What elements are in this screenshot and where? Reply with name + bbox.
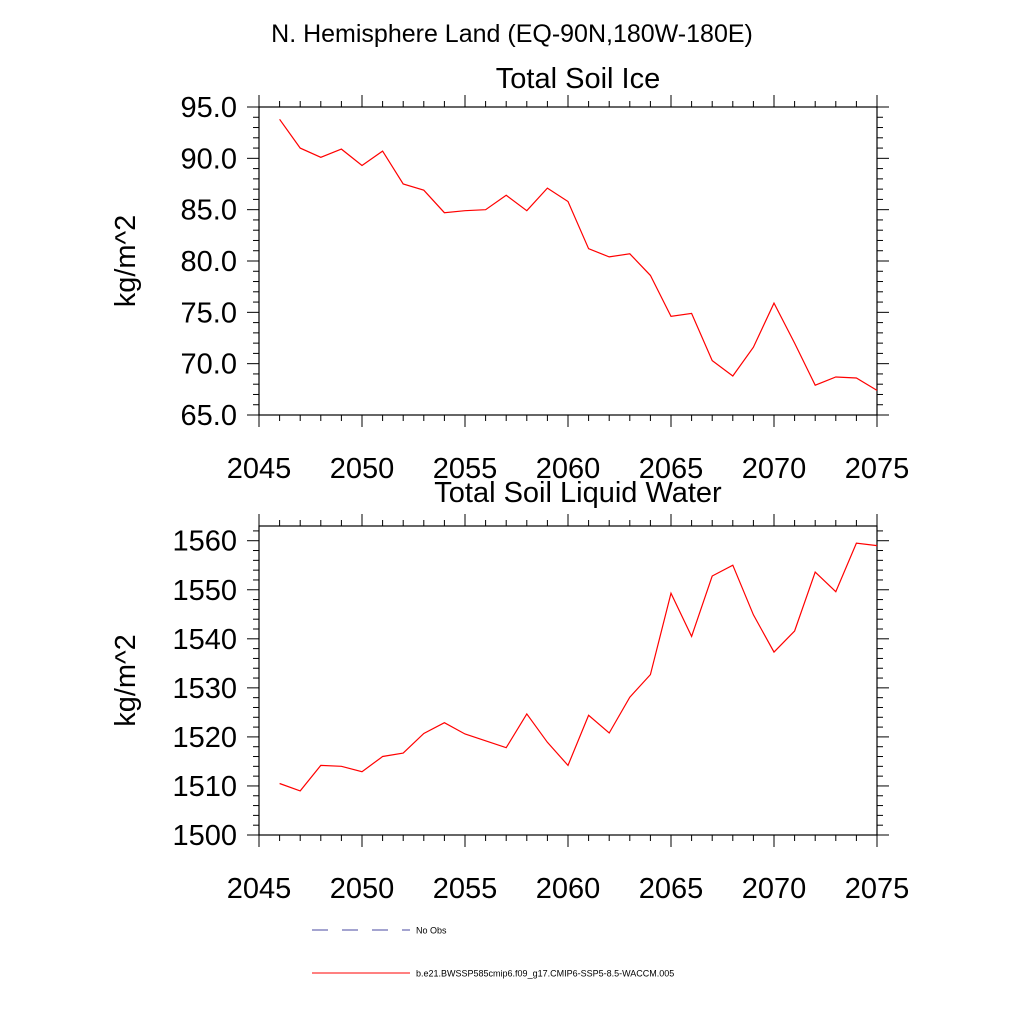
y-tick-label: 1510: [172, 771, 237, 803]
legend-label: No Obs: [416, 926, 447, 936]
y-tick-label: 85.0: [181, 195, 237, 227]
y-tick-label: 1500: [172, 820, 237, 852]
y-tick-label: 1520: [172, 722, 237, 754]
y-tick-label: 90.0: [181, 143, 237, 175]
x-tick-label: 2050: [330, 873, 395, 905]
y-tick-label: 1530: [172, 673, 237, 705]
x-tick-label: 2065: [639, 873, 704, 905]
x-tick-label: 2050: [330, 453, 395, 485]
x-tick-label: 2060: [536, 873, 601, 905]
chart-panels: Total Soil Ice 2045 2050 2055 2060 2065 2070 20…: [110, 63, 909, 905]
chart-panel-1: Total Soil Ice 2045 2050 2055 2060 2065 2070 20…: [110, 63, 909, 485]
x-tick-label: 2070: [742, 453, 807, 485]
legend-label: b.e21.BWSSP585cmip6.f09_g17.CMIP6-SSP5-8…: [416, 969, 674, 979]
x-tick-label: 2075: [845, 873, 910, 905]
chart-title: Total Soil Ice: [496, 63, 660, 95]
y-tick-label: 1550: [172, 575, 237, 607]
series-line: [279, 542, 878, 792]
y-axis-label: kg/m^2: [110, 634, 142, 727]
chart-panel-2: Total Soil Liquid Water 2045 2050 2055 2060 2…: [110, 477, 909, 905]
y-tick-label: 1540: [172, 624, 237, 656]
y-tick-label: 70.0: [181, 349, 237, 381]
y-tick-label: 1560: [172, 526, 237, 558]
x-tick-label: 2055: [433, 453, 498, 485]
y-tick-label: 75.0: [181, 297, 237, 329]
legend: No Obs b.e21.BWSSP585cmip6.f09_g17.CMIP6-…: [312, 926, 674, 979]
plot-frame: [258, 525, 878, 836]
series-line: [279, 118, 878, 391]
y-axis-label: kg/m^2: [110, 215, 142, 308]
plot-frame: [258, 106, 878, 416]
x-tick-label: 2075: [845, 453, 910, 485]
chart-title: Total Soil Liquid Water: [434, 477, 722, 509]
y-tick-label: 95.0: [181, 92, 237, 124]
x-tick-label: 2045: [227, 453, 292, 485]
y-tick-label: 65.0: [181, 400, 237, 432]
x-tick-label: 2055: [433, 873, 498, 905]
x-tick-label: 2065: [639, 453, 704, 485]
figure-suptitle: N. Hemisphere Land (EQ-90N,180W-180E): [271, 20, 753, 48]
x-tick-label: 2070: [742, 873, 807, 905]
x-tick-label: 2060: [536, 453, 601, 485]
x-tick-label: 2045: [227, 873, 292, 905]
y-tick-label: 80.0: [181, 246, 237, 278]
